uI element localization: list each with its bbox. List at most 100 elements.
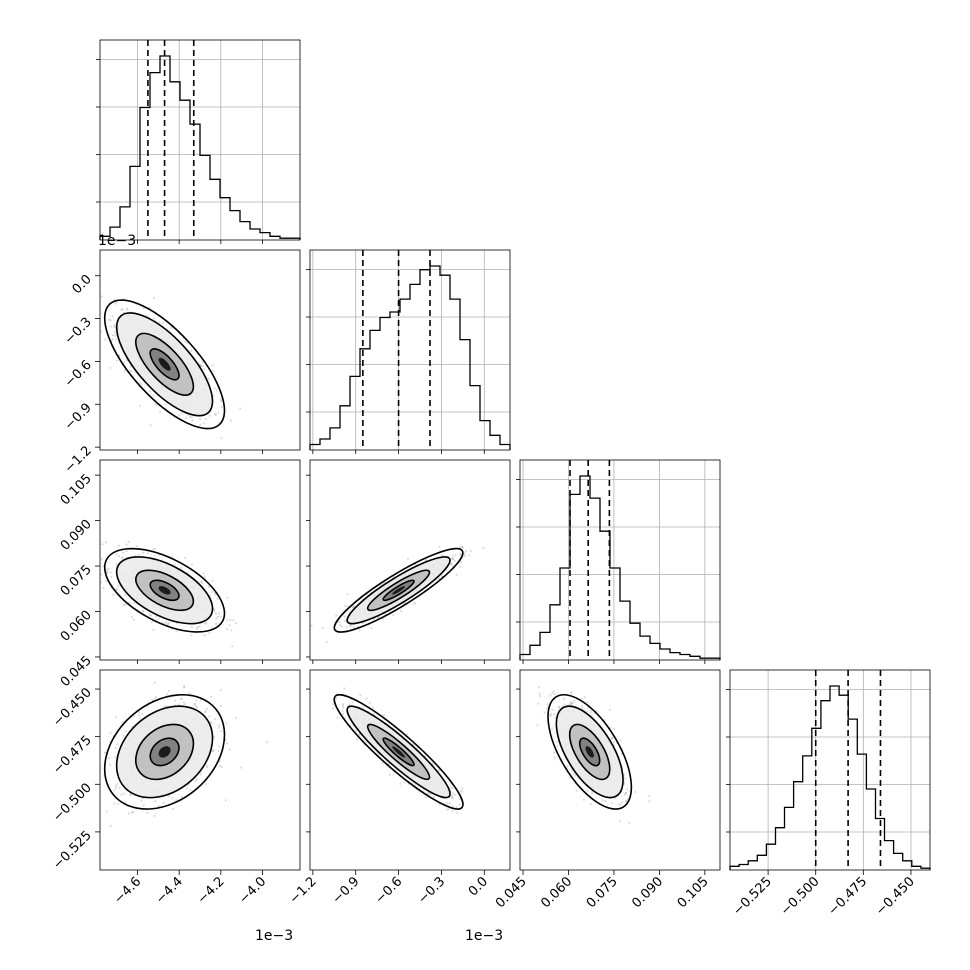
scatter-point	[583, 696, 587, 699]
scatter-point	[440, 554, 443, 557]
scatter-point	[451, 796, 455, 799]
scatter-point	[113, 802, 116, 805]
scatter-point	[199, 698, 202, 702]
scatter-point	[215, 622, 218, 625]
scatter-point	[155, 615, 158, 618]
scatter-point	[149, 614, 152, 617]
scatter-point	[195, 699, 198, 702]
scatter-point	[450, 794, 453, 797]
scatter-point	[115, 563, 118, 566]
scatter-point	[451, 809, 454, 812]
scatter-point	[341, 709, 344, 712]
scatter-point	[105, 579, 108, 582]
scatter-point	[341, 625, 344, 628]
scatter-point	[174, 699, 177, 702]
scatter-point	[353, 605, 356, 608]
scatter-point	[551, 708, 554, 711]
scatter-point	[115, 359, 119, 362]
scatter-point	[108, 318, 111, 321]
scatter-point	[239, 766, 243, 769]
scatter-point	[190, 563, 194, 566]
scatter-point	[402, 781, 405, 784]
scatter-point	[204, 711, 207, 714]
scatter-point	[114, 746, 117, 750]
scatter-point	[149, 424, 152, 427]
scatter-point	[539, 694, 542, 698]
scatter-point	[182, 701, 185, 704]
scatter-point	[586, 789, 589, 792]
scatter-point	[161, 621, 164, 624]
scatter-point	[217, 451, 219, 453]
scatter-point	[344, 619, 347, 623]
scatter-point	[351, 606, 354, 609]
scatter-point	[219, 688, 223, 692]
scatter-point	[392, 726, 395, 730]
scatter-point	[459, 554, 462, 557]
scatter-point	[104, 338, 107, 341]
scatter-point	[228, 748, 231, 751]
scatter-point	[151, 698, 154, 702]
scatter-point	[128, 601, 131, 604]
scatter-point	[346, 593, 349, 596]
scatter-point	[450, 557, 453, 561]
scatter-point	[566, 765, 569, 768]
scatter-point	[204, 710, 207, 713]
scatter-point	[581, 707, 584, 710]
scatter-point	[458, 797, 461, 800]
scatter-point	[416, 746, 419, 750]
scatter-point	[150, 620, 154, 624]
scatter-point	[355, 729, 358, 732]
scatter-point	[331, 703, 334, 706]
scatter-point	[206, 764, 209, 767]
scatter-point	[175, 798, 178, 802]
scatter-point	[95, 790, 97, 792]
scatter-point	[336, 716, 339, 719]
scatter-point	[461, 790, 464, 793]
scatter-point	[558, 706, 561, 710]
scatter-point	[125, 307, 128, 311]
scatter-point	[325, 640, 328, 643]
pair-panel-1-0	[99, 249, 301, 453]
scatter-point	[217, 745, 220, 748]
scatter-point	[131, 811, 134, 814]
scatter-point	[381, 761, 384, 765]
scatter-point	[152, 394, 155, 397]
scatter-point	[219, 398, 222, 401]
scatter-point	[355, 738, 358, 741]
scatter-point	[163, 705, 166, 708]
scatter-point	[213, 609, 216, 612]
scatter-point	[195, 627, 198, 630]
scatter-point	[162, 321, 165, 324]
scatter-point	[178, 414, 181, 417]
scatter-point	[124, 729, 127, 733]
scatter-point	[338, 621, 341, 624]
scatter-point	[331, 707, 335, 710]
scatter-point	[445, 802, 449, 805]
scatter-point	[124, 603, 127, 606]
scatter-point	[105, 810, 108, 813]
scatter-point	[574, 774, 577, 777]
scatter-point	[189, 415, 192, 418]
scatter-point	[146, 811, 149, 814]
panel-frame	[99, 249, 301, 451]
scatter-point	[122, 604, 125, 607]
scatter-point	[109, 366, 112, 369]
scatter-point	[461, 546, 464, 549]
scatter-point	[550, 712, 553, 716]
scatter-point	[608, 708, 611, 711]
scatter-point	[120, 556, 124, 559]
scatter-point	[216, 597, 219, 600]
scatter-point	[213, 735, 216, 739]
scatter-point	[200, 581, 204, 585]
scatter-point	[381, 618, 384, 621]
scatter-point	[207, 377, 210, 380]
scatter-point	[212, 394, 215, 397]
scatter-point	[165, 705, 168, 708]
scatter-point	[190, 349, 193, 352]
scatter-point	[120, 308, 123, 311]
scatter-point	[115, 587, 118, 591]
scatter-point	[230, 419, 233, 422]
scatter-point	[438, 577, 441, 580]
scatter-point	[554, 693, 557, 696]
scatter-point	[173, 563, 176, 566]
